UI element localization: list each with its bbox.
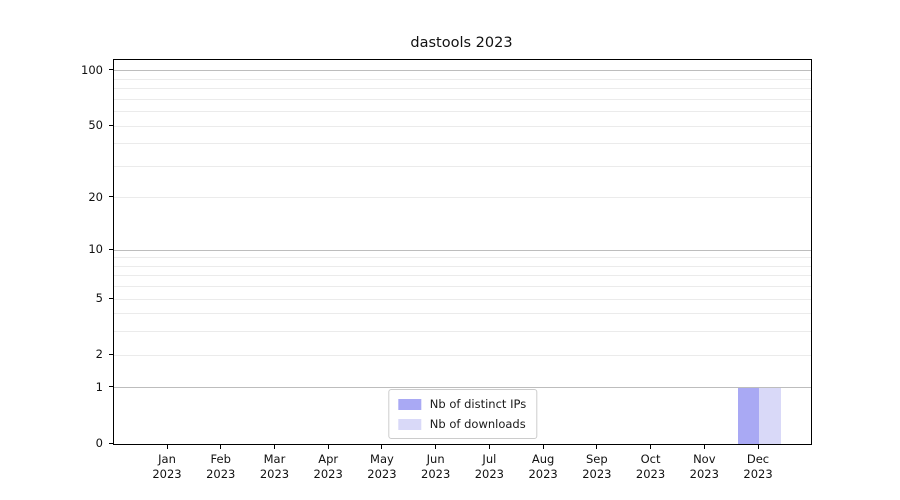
x-tick-label-jul-2023: Jul 2023 — [461, 452, 517, 481]
gridline-10 — [114, 249, 811, 251]
x-tick-label-may-2023: May 2023 — [354, 452, 410, 481]
x-tick-month: Apr — [318, 452, 339, 466]
y-tick-label-1: 1 — [95, 379, 103, 394]
legend-swatch-downloads — [397, 418, 421, 430]
gridline-8 — [114, 265, 811, 267]
x-tick-label-jan-2023: Jan 2023 — [139, 452, 195, 481]
gridline-3 — [114, 331, 811, 333]
x-tick-label-feb-2023: Feb 2023 — [193, 452, 249, 481]
x-tick-label-sep-2023: Sep 2023 — [569, 452, 625, 481]
y-tick-100 — [109, 69, 113, 71]
x-tick-jan-2023 — [166, 445, 168, 449]
x-tick-year: 2023 — [421, 466, 451, 481]
y-tick-label-0: 0 — [95, 436, 103, 450]
x-tick-year: 2023 — [152, 466, 182, 481]
x-tick-jul-2023 — [488, 445, 490, 449]
x-tick-label-jun-2023: Jun 2023 — [408, 452, 464, 481]
y-tick-label-10: 10 — [88, 242, 103, 257]
x-tick-month: Feb — [210, 452, 231, 466]
x-tick-label-mar-2023: Mar 2023 — [246, 452, 302, 481]
x-tick-feb-2023 — [220, 445, 222, 449]
gridline-5 — [114, 298, 811, 300]
x-tick-year: 2023 — [689, 466, 719, 481]
gridline-90 — [114, 78, 811, 80]
y-tick-20 — [109, 196, 113, 198]
y-tick-50 — [109, 124, 113, 126]
x-tick-month: Jun — [426, 452, 445, 466]
x-tick-label-apr-2023: Apr 2023 — [300, 452, 356, 481]
legend-item-downloads: Nb of downloads — [397, 417, 526, 431]
gridline-50 — [114, 125, 811, 127]
y-tick-label-50: 50 — [88, 118, 103, 133]
x-tick-year: 2023 — [743, 466, 773, 481]
legend: Nb of distinct IPs Nb of downloads — [387, 389, 538, 439]
x-tick-nov-2023 — [703, 445, 705, 449]
y-tick-2 — [109, 353, 113, 355]
gridline-1 — [114, 387, 811, 389]
gridline-4 — [114, 313, 811, 315]
x-tick-month: Jul — [482, 452, 497, 466]
legend-item-distinct-ips: Nb of distinct IPs — [397, 397, 527, 411]
y-tick-5 — [109, 297, 113, 299]
x-tick-year: 2023 — [367, 466, 397, 481]
x-tick-month: Mar — [263, 452, 286, 466]
x-tick-may-2023 — [381, 445, 383, 449]
x-tick-month: Jan — [158, 452, 176, 466]
y-tick-1 — [109, 386, 113, 388]
y-tick-0 — [109, 442, 113, 444]
gridline-30 — [114, 165, 811, 167]
x-tick-label-nov-2023: Nov 2023 — [676, 452, 732, 481]
x-tick-month: Aug — [531, 452, 555, 466]
gridline-60 — [114, 111, 811, 113]
y-tick-label-100: 100 — [81, 62, 103, 77]
x-tick-month: May — [370, 452, 394, 466]
gridline-2 — [114, 354, 811, 356]
legend-swatch-distinct-ips — [397, 398, 421, 410]
legend-label-downloads: Nb of downloads — [429, 417, 526, 431]
x-tick-oct-2023 — [650, 445, 652, 449]
y-tick-label-5: 5 — [95, 291, 103, 306]
y-tick-10 — [109, 248, 113, 250]
x-tick-year: 2023 — [474, 466, 505, 481]
x-tick-sep-2023 — [596, 445, 598, 449]
x-tick-apr-2023 — [327, 445, 329, 449]
plot-area: Nb of distinct IPs Nb of downloads — [113, 59, 812, 445]
x-tick-dec-2023 — [757, 445, 759, 449]
x-tick-month: Oct — [640, 452, 661, 466]
y-tick-label-2: 2 — [95, 347, 103, 362]
gridline-20 — [114, 197, 811, 199]
gridline-6 — [114, 286, 811, 288]
x-tick-year: 2023 — [259, 466, 290, 481]
x-tick-year: 2023 — [313, 466, 343, 481]
chart-title: dastools 2023 — [410, 35, 513, 51]
x-tick-year: 2023 — [635, 466, 666, 481]
y-tick-label-20: 20 — [88, 189, 103, 204]
bar-dec-2023-nb-of-distinct-ips — [737, 387, 760, 444]
legend-label-distinct-ips: Nb of distinct IPs — [429, 397, 527, 411]
x-tick-month: Sep — [585, 452, 608, 466]
gridline-70 — [114, 98, 811, 100]
x-tick-year: 2023 — [528, 466, 558, 481]
gridline-40 — [114, 143, 811, 145]
gridline-9 — [114, 257, 811, 259]
x-tick-label-oct-2023: Oct 2023 — [623, 452, 679, 481]
x-tick-label-dec-2023: Dec 2023 — [730, 452, 786, 481]
x-tick-aug-2023 — [542, 445, 544, 449]
gridline-100 — [114, 70, 811, 72]
bar-dec-2023-nb-of-downloads — [759, 387, 781, 444]
gridline-80 — [114, 88, 811, 90]
x-tick-year: 2023 — [206, 466, 236, 481]
x-tick-month: Nov — [693, 452, 716, 466]
gridline-7 — [114, 275, 811, 277]
x-tick-label-aug-2023: Aug 2023 — [515, 452, 571, 481]
x-tick-month: Dec — [746, 452, 770, 466]
x-tick-jun-2023 — [435, 445, 437, 449]
x-tick-year: 2023 — [582, 466, 612, 481]
x-tick-mar-2023 — [273, 445, 275, 449]
